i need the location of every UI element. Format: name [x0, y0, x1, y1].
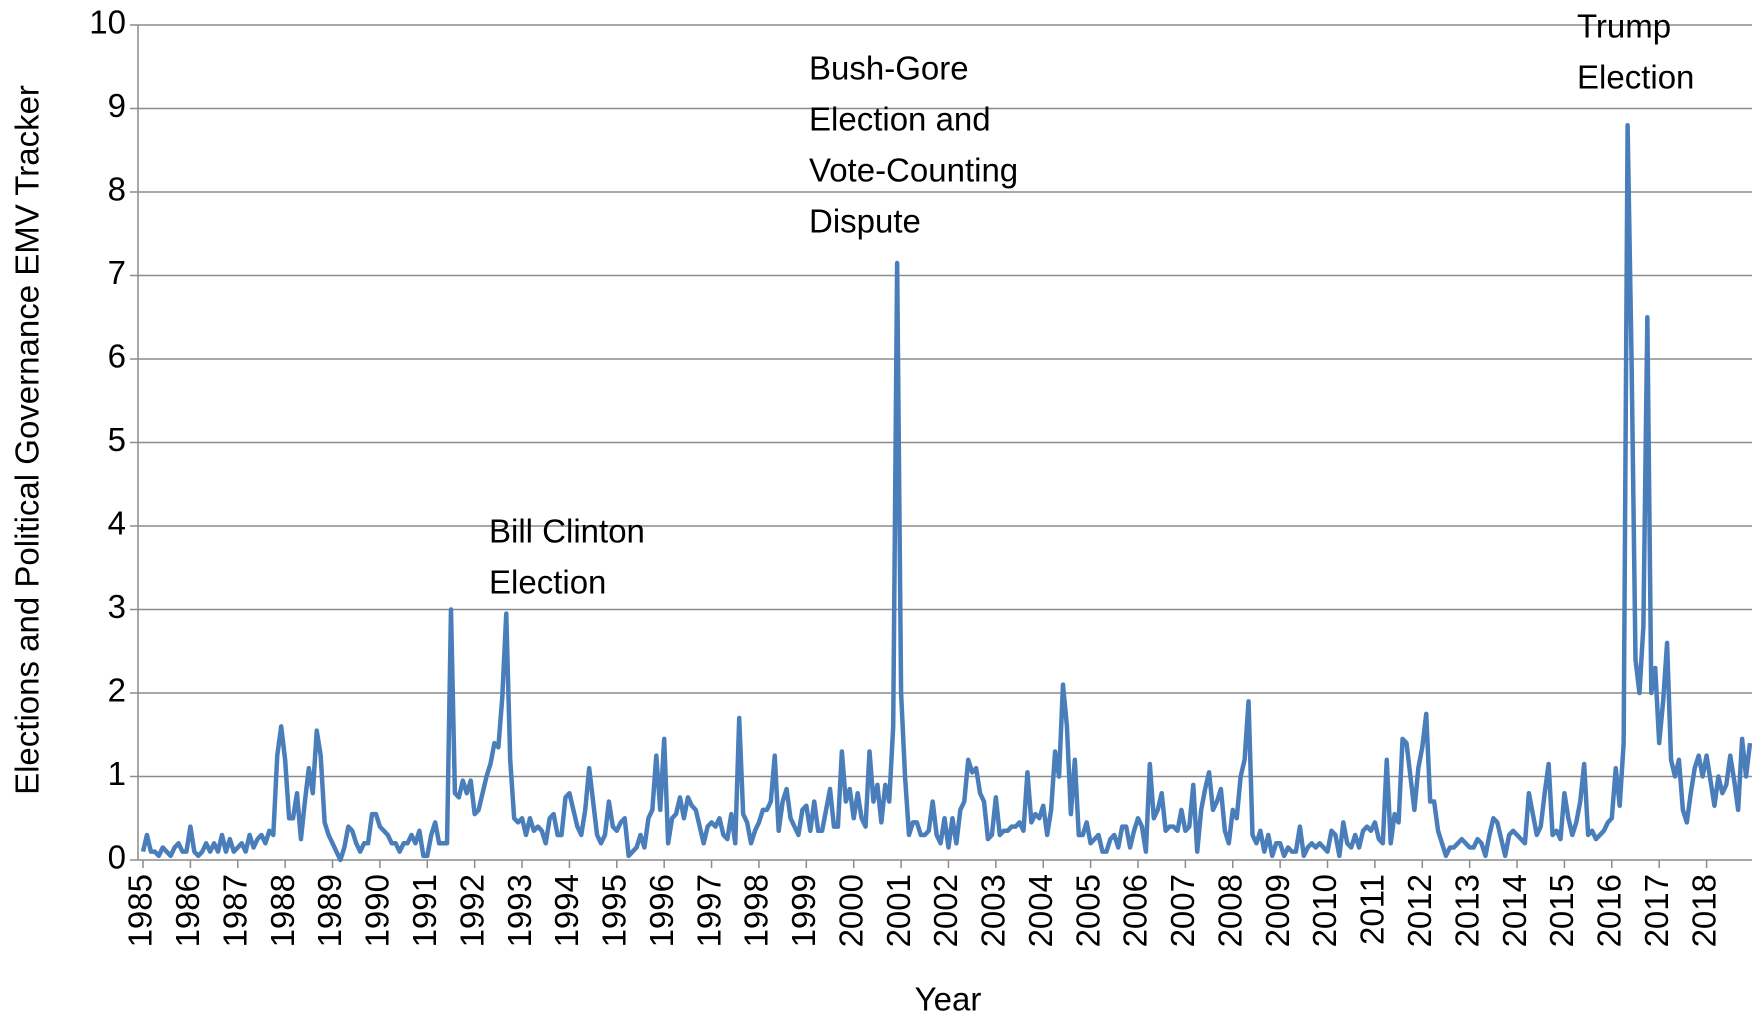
x-tick-label: 1998	[738, 874, 775, 947]
y-tick-label: 7	[108, 254, 126, 291]
x-tick-label: 2015	[1543, 874, 1580, 947]
x-tick-label: 1994	[548, 874, 585, 947]
x-tick-label: 1995	[596, 874, 633, 947]
y-tick-label: 1	[108, 755, 126, 792]
x-tick-label: 1987	[216, 874, 253, 947]
x-tick-label: 1990	[359, 874, 396, 947]
x-axis-label: Year	[915, 981, 982, 1018]
data-line	[140, 122, 1753, 863]
x-tick-label: 2008	[1211, 874, 1248, 947]
x-tick-label: 1988	[264, 874, 301, 947]
annotation: Dispute	[809, 203, 921, 240]
x-tick-label: 1992	[453, 874, 490, 947]
x-tick-label: 2003	[975, 874, 1012, 947]
y-tick-label: 0	[108, 839, 126, 876]
annotation: Vote-Counting	[809, 152, 1018, 189]
x-tick-label: 1991	[406, 874, 443, 947]
x-tick-label: 2011	[1354, 874, 1391, 945]
x-tick-label: 2007	[1164, 874, 1201, 947]
annotation: Trump	[1577, 8, 1671, 45]
x-tick-label: 2002	[927, 874, 964, 947]
x-tick-label: 2018	[1685, 874, 1722, 947]
y-tick-label: 10	[89, 4, 126, 41]
x-tick-label: 2014	[1496, 874, 1533, 947]
y-tick-label: 5	[108, 421, 126, 458]
x-tick-label: 2006	[1117, 874, 1154, 947]
x-tick-label: 2010	[1306, 874, 1343, 947]
x-tick-label: 2001	[880, 874, 917, 947]
annotation: Election	[1577, 59, 1694, 96]
x-tick-label: 2012	[1401, 874, 1438, 947]
x-tick-label: 2005	[1069, 874, 1106, 947]
x-tick-label: 1997	[690, 874, 727, 947]
x-tick-label: 2017	[1638, 874, 1675, 947]
y-tick-label: 2	[108, 672, 126, 709]
y-tick-label: 9	[108, 87, 126, 124]
x-tick-label: 1993	[501, 874, 538, 947]
x-tick-label: 2013	[1448, 874, 1485, 947]
x-tick-label: 1989	[311, 874, 348, 947]
annotation: Election	[489, 564, 606, 601]
y-axis-label: Elections and Political Governance EMV T…	[9, 85, 46, 795]
x-tick-label: 2000	[832, 874, 869, 947]
y-tick-label: 6	[108, 338, 126, 375]
y-tick-label: 3	[108, 588, 126, 625]
annotation: Election and	[809, 101, 991, 138]
x-tick-label: 1985	[122, 874, 159, 947]
x-tick-label: 1996	[643, 874, 680, 947]
x-tick-label: 2009	[1259, 874, 1296, 947]
x-tick-label: 2016	[1591, 874, 1628, 947]
x-tick-label: 1999	[785, 874, 822, 947]
x-tick-label: 2004	[1022, 874, 1059, 947]
y-tick-label: 8	[108, 171, 126, 208]
annotation: Bill Clinton	[489, 513, 645, 550]
annotation: Bush-Gore	[809, 50, 969, 87]
y-tick-label: 4	[108, 505, 126, 542]
x-tick-label: 1986	[169, 874, 206, 947]
